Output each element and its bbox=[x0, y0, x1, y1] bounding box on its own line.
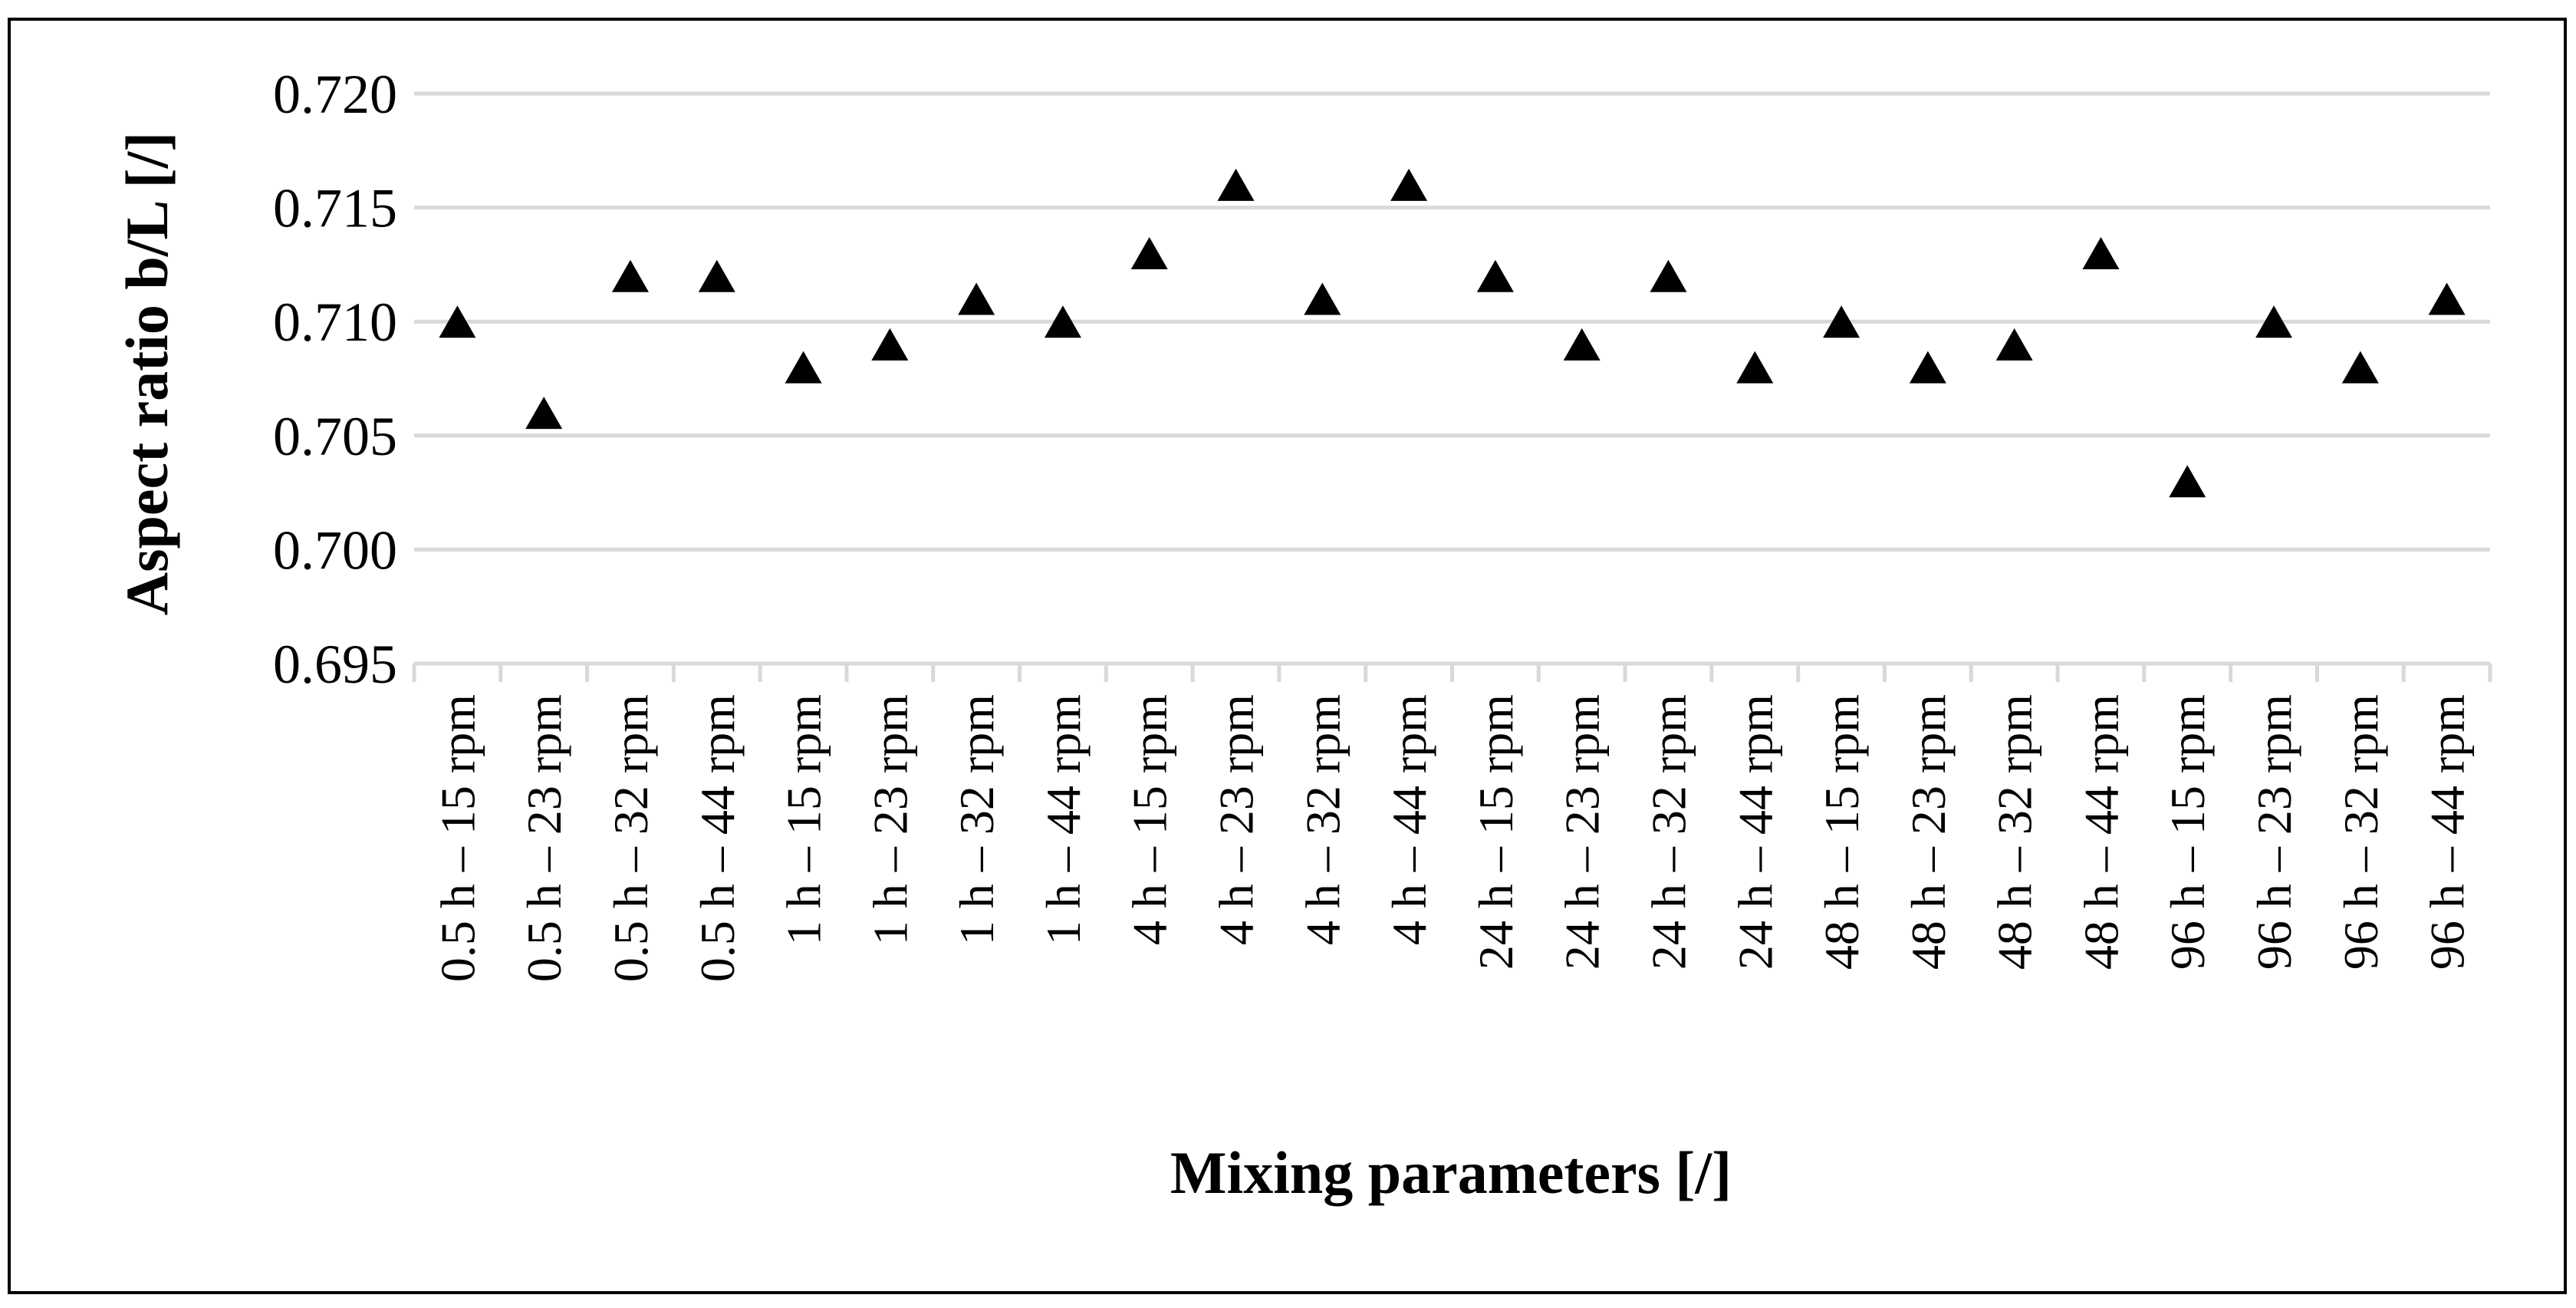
y-tick-label: 0.710 bbox=[273, 292, 397, 353]
y-axis-title: Aspect ratio b/L [/] bbox=[114, 132, 180, 615]
data-point-marker bbox=[2255, 305, 2293, 338]
y-tick-label: 0.700 bbox=[273, 519, 397, 581]
x-tick-label: 1 h – 23 rpm bbox=[863, 694, 917, 945]
data-point-marker bbox=[1563, 328, 1601, 361]
x-tick-label: 4 h – 23 rpm bbox=[1209, 694, 1264, 945]
x-tick-label: 96 h – 44 rpm bbox=[2420, 694, 2475, 970]
x-tick-label: 0.5 h – 32 rpm bbox=[604, 694, 658, 982]
data-point-marker bbox=[1823, 305, 1860, 338]
grid-lines bbox=[414, 91, 2490, 552]
data-point-marker bbox=[1217, 168, 1255, 201]
data-point-marker bbox=[2341, 351, 2379, 384]
data-point-marker bbox=[871, 328, 909, 361]
x-tick-label: 1 h – 44 rpm bbox=[1036, 694, 1091, 945]
x-tick-label: 1 h – 15 rpm bbox=[777, 694, 831, 945]
x-tick-label: 24 h – 15 rpm bbox=[1469, 694, 1523, 970]
data-markers bbox=[439, 168, 2466, 498]
x-tick-label: 1 h – 32 rpm bbox=[949, 694, 1004, 945]
x-tick-label: 48 h – 23 rpm bbox=[1901, 694, 1956, 970]
y-tick-label: 0.720 bbox=[273, 64, 397, 125]
x-tick-label: 96 h – 15 rpm bbox=[2160, 694, 2215, 970]
data-point-marker bbox=[439, 305, 476, 338]
data-point-marker bbox=[785, 351, 822, 384]
y-tick-label: 0.705 bbox=[273, 406, 397, 467]
data-point-marker bbox=[2169, 465, 2206, 498]
x-tick-label: 24 h – 32 rpm bbox=[1641, 694, 1696, 970]
x-tick-label: 4 h – 32 rpm bbox=[1295, 694, 1350, 945]
data-point-marker bbox=[1390, 168, 1428, 201]
data-point-marker bbox=[2428, 282, 2466, 315]
data-point-marker bbox=[1304, 282, 1341, 315]
data-point-marker bbox=[1130, 237, 1168, 270]
data-point-marker bbox=[698, 259, 735, 292]
data-point-marker bbox=[611, 259, 649, 292]
data-point-marker bbox=[1476, 259, 1514, 292]
data-point-marker bbox=[1736, 351, 1774, 384]
data-point-marker bbox=[525, 397, 563, 430]
data-point-marker bbox=[2082, 237, 2120, 270]
x-tick-labels: 0.5 h – 15 rpm 0.5 h – 23 rpm 0.5 h – 32 r… bbox=[430, 694, 2474, 982]
y-tick-label: 0.715 bbox=[273, 178, 397, 239]
y-tick-label: 0.695 bbox=[273, 634, 397, 695]
x-tick-label: 0.5 h – 44 rpm bbox=[690, 694, 745, 982]
data-point-marker bbox=[1909, 351, 1946, 384]
x-tick-label: 96 h – 23 rpm bbox=[2247, 694, 2301, 970]
data-point-marker bbox=[958, 282, 995, 315]
x-tick-label: 4 h – 15 rpm bbox=[1123, 694, 1177, 945]
x-tick-label: 24 h – 23 rpm bbox=[1555, 694, 1610, 970]
chart-border bbox=[8, 18, 2567, 1294]
x-tick-label: 4 h – 44 rpm bbox=[1382, 694, 1436, 945]
x-tick-label: 48 h – 15 rpm bbox=[1814, 694, 1869, 970]
data-point-marker bbox=[1995, 328, 2033, 361]
axes bbox=[412, 661, 2492, 682]
x-tick-label: 48 h – 32 rpm bbox=[1988, 694, 2042, 970]
x-tick-label: 24 h – 44 rpm bbox=[1728, 694, 1782, 970]
x-tick-label: 48 h – 44 rpm bbox=[2074, 694, 2128, 970]
x-tick-label: 0.5 h – 23 rpm bbox=[517, 694, 571, 982]
x-tick-label: 0.5 h – 15 rpm bbox=[430, 694, 485, 982]
x-axis-title: Mixing parameters [/] bbox=[1170, 1139, 1732, 1206]
x-tick-label: 96 h – 32 rpm bbox=[2334, 694, 2388, 970]
data-point-marker bbox=[1044, 305, 1081, 338]
data-point-marker bbox=[1650, 259, 1687, 292]
y-tick-labels: 0.695 0.700 0.705 0.710 0.715 0.720 bbox=[273, 64, 397, 695]
